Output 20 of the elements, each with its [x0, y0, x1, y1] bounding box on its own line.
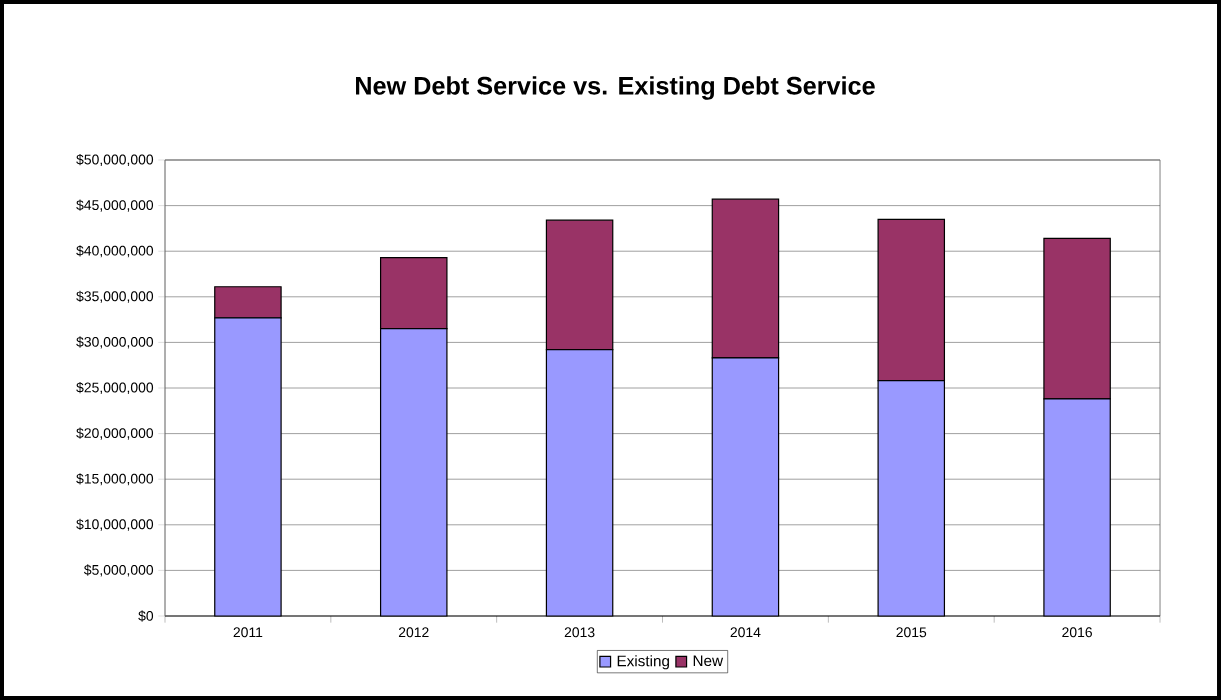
x-tick-label: 2011 [233, 627, 263, 638]
y-tick-label: $25,000,000 [76, 381, 154, 395]
y-tick-label: $50,000,000 [76, 153, 154, 167]
x-tick-label: 2013 [564, 627, 595, 638]
y-tick-label: $35,000,000 [76, 290, 154, 303]
y-tick-label: $0 [138, 610, 154, 622]
x-tick-label: 2014 [730, 627, 761, 638]
y-tick-label: $40,000,000 [76, 245, 154, 258]
y-tick-label: $10,000,000 [76, 518, 154, 531]
legend-label: Existing [617, 655, 669, 670]
y-tick-label: $5,000,000 [83, 564, 154, 577]
x-tick-label: 2015 [896, 627, 927, 638]
y-tick-label: $45,000,000 [76, 199, 154, 212]
y-tick-label: $30,000,000 [76, 336, 154, 349]
x-tick-label: 2012 [398, 627, 429, 638]
chart-title: New Debt Service vs. Existing Debt Service [356, 76, 875, 100]
y-tick-label: $20,000,000 [76, 427, 154, 440]
legend-label: New [693, 655, 724, 667]
y-tick-label: $15,000,000 [76, 473, 154, 486]
x-tick-label: 2016 [1062, 627, 1092, 638]
